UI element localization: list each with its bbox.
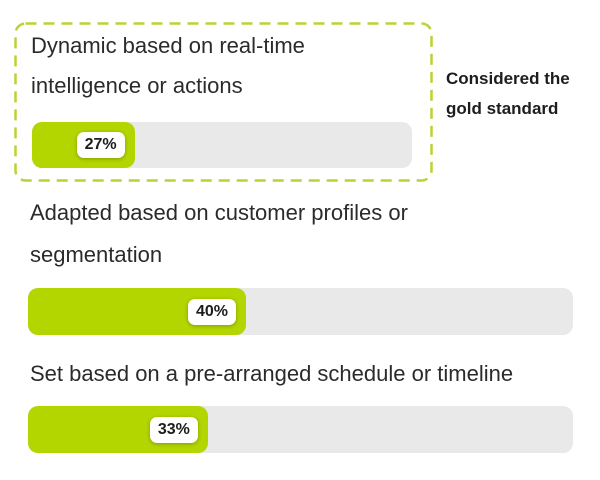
highlight-box — [14, 22, 433, 182]
value-badge: 27% — [76, 132, 125, 158]
highlight-border-rect — [14, 22, 433, 182]
bar-fill: 40% — [28, 288, 246, 335]
value-badge: 40% — [187, 298, 236, 325]
bar-label: Adapted based on customer profiles or se… — [30, 200, 408, 267]
gold-standard-annotation: Considered the gold standard — [446, 69, 570, 118]
bar-track: 33% — [28, 406, 573, 453]
bar-track: 27% — [32, 122, 412, 168]
bar-fill: 33% — [28, 406, 208, 453]
bar-label: Dynamic based on real-time intelligence … — [31, 33, 305, 98]
bar-fill: 27% — [32, 122, 135, 168]
value-badge: 33% — [149, 416, 198, 443]
bar-track: 40% — [28, 288, 573, 335]
bar-label: Set based on a pre-arranged schedule or … — [30, 361, 514, 386]
